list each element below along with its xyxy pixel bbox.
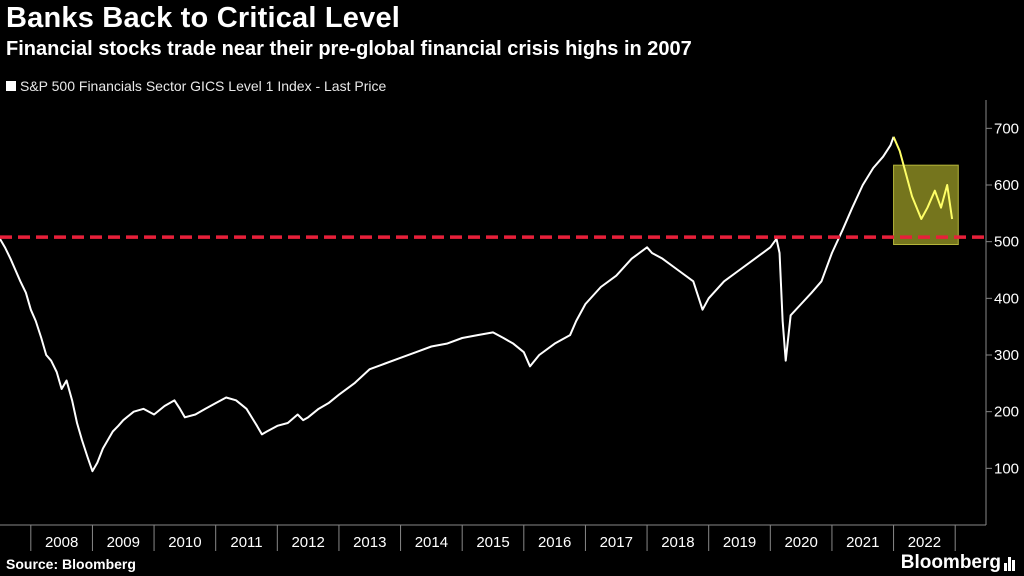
legend-swatch — [6, 81, 16, 91]
y-tick-label: 400 — [994, 290, 1019, 307]
x-tick-label: 2008 — [45, 534, 78, 551]
x-tick-label: 2015 — [476, 534, 509, 551]
x-tick-label: 2014 — [415, 534, 448, 551]
y-tick-label: 200 — [994, 404, 1019, 421]
y-tick-label: 300 — [994, 347, 1019, 364]
brand-text: Bloomberg — [900, 552, 1001, 573]
x-tick-label: 2020 — [784, 534, 817, 551]
x-tick-label: 2010 — [168, 534, 201, 551]
x-tick-label: 2019 — [723, 534, 756, 551]
x-tick-label: 2016 — [538, 534, 571, 551]
x-tick-label: 2017 — [600, 534, 633, 551]
series-line-highlighted — [892, 136, 954, 220]
series-line — [0, 136, 895, 473]
x-tick-label: 2011 — [230, 534, 262, 551]
y-tick-label: 100 — [994, 460, 1019, 477]
y-tick-label: 500 — [994, 234, 1019, 251]
x-tick-label: 2018 — [661, 534, 694, 551]
x-tick-label: 2009 — [107, 534, 140, 551]
y-tick-label: 700 — [994, 120, 1019, 137]
x-tick-label: 2021 — [846, 534, 879, 551]
chart-title: Banks Back to Critical Level — [6, 2, 401, 34]
bloomberg-logo: Bloomberg — [901, 552, 1016, 574]
legend: S&P 500 Financials Sector GICS Level 1 I… — [6, 78, 386, 94]
highlight-box — [893, 164, 959, 246]
bar-chart-icon — [1004, 555, 1016, 571]
x-tick-label: 2013 — [353, 534, 386, 551]
y-tick-label: 600 — [994, 177, 1019, 194]
chart-subtitle: Financial stocks trade near their pre-gl… — [6, 38, 692, 60]
source-note: Source: Bloomberg — [6, 556, 136, 572]
legend-label: S&P 500 Financials Sector GICS Level 1 I… — [20, 78, 387, 94]
x-tick-label: 2012 — [291, 534, 324, 551]
x-tick-label: 2022 — [908, 534, 941, 551]
